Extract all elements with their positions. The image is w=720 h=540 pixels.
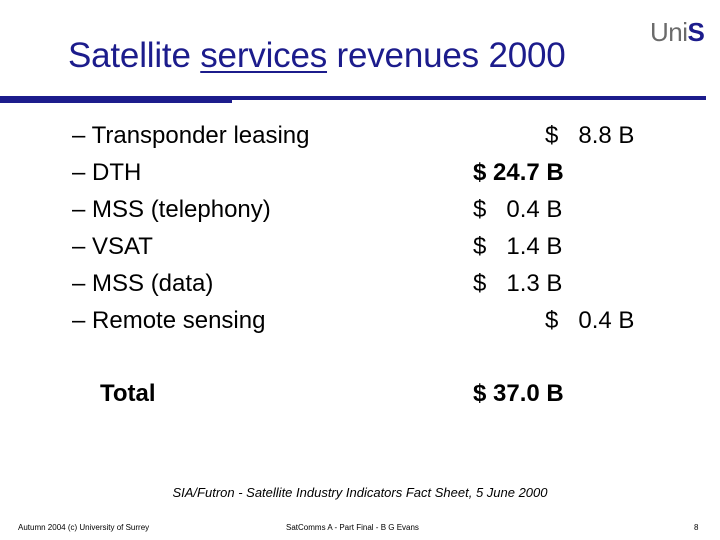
total-value: $ 37.0 B <box>473 380 564 407</box>
item-value-dth: $ 24.7 B <box>473 159 564 186</box>
item-label-dth: – DTH <box>72 159 142 186</box>
logo-s-letter: S <box>687 17 705 47</box>
title-text-end: revenues 2000 <box>327 36 566 75</box>
title-text-start: Satellite <box>68 36 201 75</box>
logo-uni-text: Uni <box>650 17 688 47</box>
item-label-mss-data: – MSS (data) <box>72 270 214 297</box>
footer-center: SatComms A - Part Final - B G Evans <box>286 523 419 532</box>
item-value-mss-data: $ 1.3 B <box>473 270 563 297</box>
title-underlined-word: services <box>200 36 328 75</box>
footer-left: Autumn 2004 (c) University of Surrey <box>18 523 150 532</box>
title-divider <box>0 96 706 100</box>
page-number: 8 <box>694 523 699 532</box>
item-label-remote-sensing: – Remote sensing <box>72 307 266 334</box>
slide-title: Satellite services revenues 2000 <box>68 36 566 76</box>
item-label-vsat: – VSAT <box>72 233 153 260</box>
total-label: Total <box>100 380 156 407</box>
item-label-mss-telephony: – MSS (telephony) <box>72 196 271 223</box>
source-citation: SIA/Futron - Satellite Industry Indicato… <box>172 485 548 500</box>
item-value-remote-sensing: $ 0.4 B <box>545 307 635 334</box>
title-divider-accent <box>0 96 232 103</box>
item-value-mss-telephony: $ 0.4 B <box>473 196 563 223</box>
item-value-transponder-leasing: $ 8.8 B <box>545 122 635 149</box>
unis-logo: UniS <box>650 17 705 48</box>
item-label-transponder-leasing: – Transponder leasing <box>72 122 310 149</box>
item-value-vsat: $ 1.4 B <box>473 233 563 260</box>
